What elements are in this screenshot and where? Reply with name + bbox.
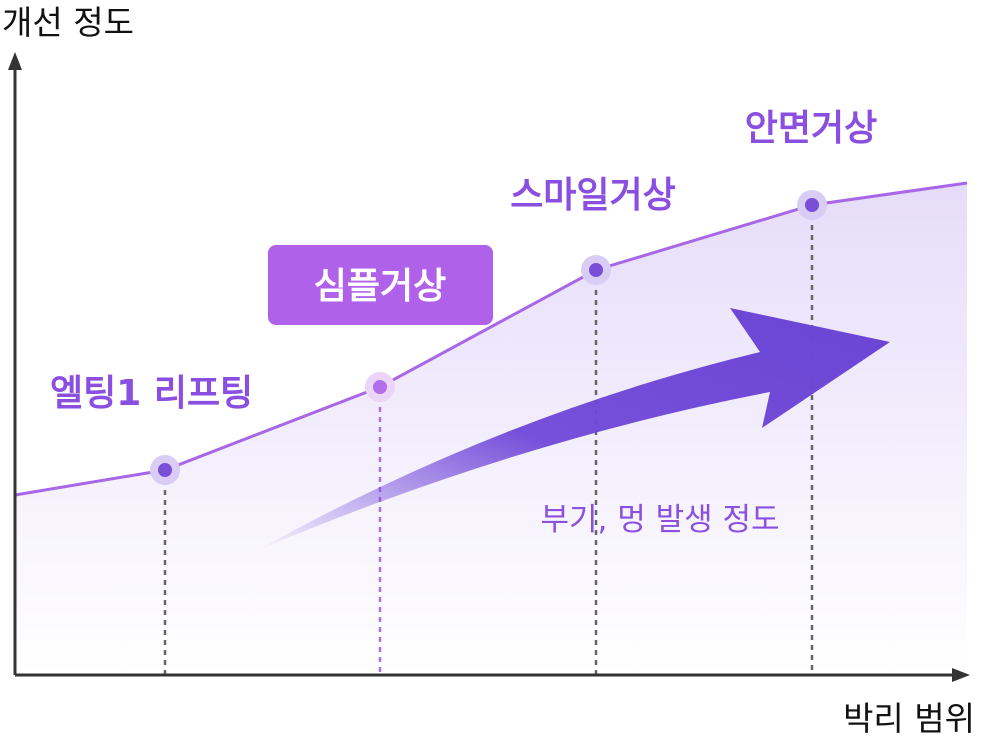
area — [15, 183, 967, 675]
y-axis-label: 개선 정도 — [2, 3, 134, 42]
step-label: 안면거상 — [745, 108, 877, 149]
step-label: 엘팅1 리프팅 — [50, 373, 253, 414]
point — [589, 263, 603, 277]
step-label: 스마일거상 — [510, 175, 676, 216]
trend-arrow — [258, 308, 890, 550]
point — [805, 198, 819, 212]
points — [150, 190, 827, 485]
point — [158, 463, 172, 477]
step-label: 심플거상 — [314, 266, 446, 307]
curve — [14, 181, 968, 497]
point — [373, 380, 387, 394]
y-axis-arrow — [8, 52, 22, 70]
annotation: 부기, 멍 발생 정도 — [540, 502, 779, 538]
guides — [163, 205, 814, 675]
x-axis-arrow — [952, 668, 970, 682]
step-box — [268, 245, 493, 325]
x-axis-label: 박리 범위 — [843, 699, 975, 738]
